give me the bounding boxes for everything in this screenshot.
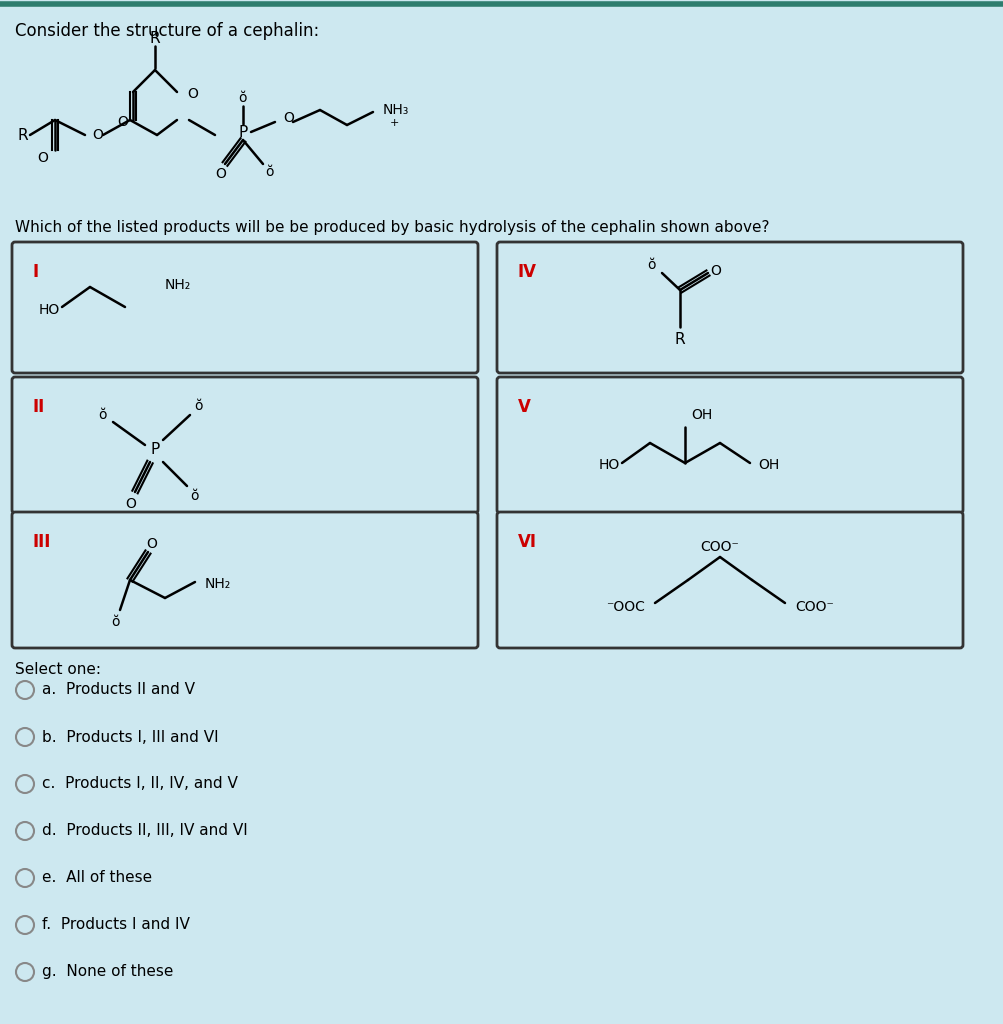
Text: +: + [389,118,399,128]
Text: COO⁻: COO⁻ [700,540,738,554]
Text: Which of the listed products will be be produced by basic hydrolysis of the ceph: Which of the listed products will be be … [15,220,768,234]
Text: ŏ: ŏ [239,91,247,105]
Text: O: O [125,497,136,511]
FancyBboxPatch shape [496,512,962,648]
Text: ŏ: ŏ [266,165,274,179]
FancyBboxPatch shape [12,377,477,513]
FancyBboxPatch shape [12,242,477,373]
Text: d.  Products II, III, IV and VI: d. Products II, III, IV and VI [42,823,248,839]
Text: II: II [33,398,45,416]
Text: R: R [149,31,160,45]
Text: g.  None of these: g. None of these [42,965,174,980]
Text: c.  Products I, II, IV, and V: c. Products I, II, IV, and V [42,776,238,792]
Text: R: R [674,332,685,346]
Text: O: O [283,111,294,125]
Text: P: P [150,442,159,458]
Text: NH₃: NH₃ [382,103,409,117]
Text: f.  Products I and IV: f. Products I and IV [42,918,190,933]
Text: I: I [33,263,39,281]
Text: Select one:: Select one: [15,662,101,677]
FancyBboxPatch shape [496,377,962,513]
Text: ŏ: ŏ [98,408,107,422]
Text: a.  Products II and V: a. Products II and V [42,683,195,697]
Text: R: R [18,128,29,142]
FancyBboxPatch shape [12,512,477,648]
Text: O: O [187,87,198,101]
Text: OH: OH [757,458,778,472]
Text: COO⁻: COO⁻ [794,600,833,614]
Text: O: O [92,128,102,142]
FancyBboxPatch shape [496,242,962,373]
Text: ⁻OOC: ⁻OOC [606,600,644,614]
Text: VI: VI [518,534,537,551]
Text: O: O [117,115,128,129]
Text: ŏ: ŏ [111,615,120,629]
Text: NH₂: NH₂ [205,577,231,591]
Text: O: O [37,151,48,165]
Text: NH₂: NH₂ [164,278,191,292]
Text: IV: IV [518,263,537,281]
Text: ŏ: ŏ [195,399,203,413]
Text: ŏ: ŏ [191,489,199,503]
Text: b.  Products I, III and VI: b. Products I, III and VI [42,729,219,744]
Text: HO: HO [598,458,620,472]
Text: Consider the structure of a cephalin:: Consider the structure of a cephalin: [15,22,319,40]
Text: III: III [33,534,51,551]
Text: e.  All of these: e. All of these [42,870,152,886]
Text: OH: OH [690,408,711,422]
Text: O: O [146,537,157,551]
Text: V: V [518,398,531,416]
Text: P: P [238,125,248,139]
Text: HO: HO [39,303,60,317]
Text: O: O [710,264,721,278]
Text: O: O [216,167,227,181]
Text: ŏ: ŏ [647,258,656,272]
